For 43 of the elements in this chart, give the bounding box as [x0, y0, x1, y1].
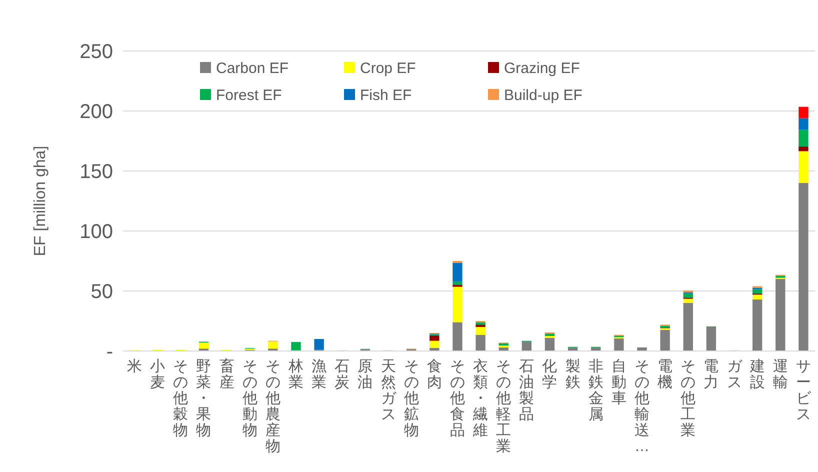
y-tick-label: 100 — [80, 221, 113, 243]
x-tick-label: 小麦 — [150, 358, 166, 391]
x-tick-label: その他食品 — [450, 358, 465, 439]
x-tick-label: その他軽工業 — [496, 358, 512, 455]
x-tick-label: 製鉄 — [565, 358, 580, 391]
x-tick-label: その他農産物 — [265, 358, 280, 455]
x-tick-label: 原油 — [358, 358, 373, 391]
x-tick-label: その他工業 — [680, 358, 696, 439]
x-tick-label: ガス — [726, 358, 743, 391]
y-tick-label: - — [106, 341, 113, 363]
legend-label: Crop EF — [360, 60, 416, 77]
x-tick-label: 電機 — [658, 358, 673, 391]
x-tick-label: サービス — [796, 358, 812, 423]
x-tick-label: その他輸送… — [634, 358, 650, 455]
x-tick-label: 化学 — [542, 358, 558, 391]
legend-label: Carbon EF — [216, 60, 289, 77]
y-tick-label: 200 — [80, 101, 113, 123]
x-tick-label: 天然ガス — [380, 358, 397, 423]
x-tick-label: その他鉱物 — [404, 358, 419, 439]
x-tick-label: 運輸 — [772, 358, 788, 391]
x-tick-label: 畜産 — [219, 358, 234, 391]
x-tick-label: 建設 — [748, 358, 765, 391]
y-tick-label: 50 — [90, 281, 113, 303]
x-tick-label: 非鉄金属 — [588, 358, 604, 423]
x-tick-label: 米 — [127, 358, 142, 375]
legend-label: Fish EF — [360, 87, 412, 104]
x-tick-label: 衣類・繊維 — [472, 358, 488, 439]
x-tick-label: 石炭 — [334, 358, 350, 391]
x-tick-label: 電力 — [704, 358, 719, 391]
x-tick-label: 漁業 — [312, 358, 327, 391]
y-tick-label: 150 — [80, 161, 113, 183]
legend-label: Build-up EF — [504, 87, 582, 104]
y-axis-title: EF [million gha] — [32, 146, 49, 256]
x-tick-label: その他動物 — [242, 358, 258, 439]
y-tick-label: 250 — [80, 41, 113, 63]
x-tick-label: 林業 — [288, 358, 304, 391]
x-tick-label: 食肉 — [426, 358, 442, 391]
x-tick-label: 石油製品 — [519, 358, 534, 423]
x-tick-label: 野菜・果物 — [196, 358, 212, 439]
x-tick-label: その他穀物 — [173, 358, 188, 439]
legend-label: Forest EF — [216, 87, 282, 104]
legend-label: Grazing EF — [504, 60, 580, 77]
x-tick-label: 自動車 — [611, 358, 626, 407]
